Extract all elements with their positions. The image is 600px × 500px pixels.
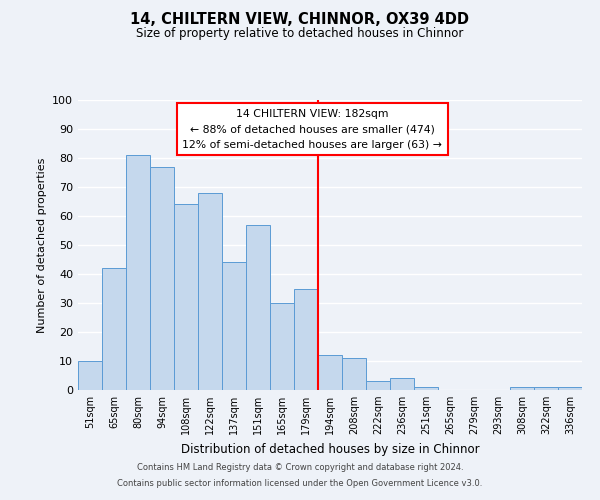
Bar (366, 382, 390, 390)
Bar (150, 166, 174, 390)
X-axis label: Distribution of detached houses by size in Chinnor: Distribution of detached houses by size … (181, 442, 479, 456)
Bar (102, 268, 126, 390)
Text: Contains HM Land Registry data © Crown copyright and database right 2024.: Contains HM Land Registry data © Crown c… (137, 464, 463, 472)
Text: 14 CHILTERN VIEW: 182sqm
← 88% of detached houses are smaller (474)
12% of semi-: 14 CHILTERN VIEW: 182sqm ← 88% of detach… (182, 108, 442, 150)
Bar (510, 387, 534, 390)
Bar (318, 355, 342, 390)
Y-axis label: Number of detached properties: Number of detached properties (37, 158, 47, 332)
Bar (534, 387, 558, 390)
Bar (342, 358, 366, 390)
Bar (390, 378, 414, 390)
Text: Contains public sector information licensed under the Open Government Licence v3: Contains public sector information licen… (118, 478, 482, 488)
Bar (558, 387, 582, 390)
Bar (198, 193, 222, 390)
Bar (270, 303, 294, 390)
Text: 14, CHILTERN VIEW, CHINNOR, OX39 4DD: 14, CHILTERN VIEW, CHINNOR, OX39 4DD (131, 12, 470, 28)
Bar (174, 204, 198, 390)
Bar (414, 387, 438, 390)
Bar (222, 262, 246, 390)
Bar (126, 155, 150, 390)
Bar (294, 288, 318, 390)
Bar (246, 224, 270, 390)
Text: Size of property relative to detached houses in Chinnor: Size of property relative to detached ho… (136, 28, 464, 40)
Bar (78, 361, 102, 390)
